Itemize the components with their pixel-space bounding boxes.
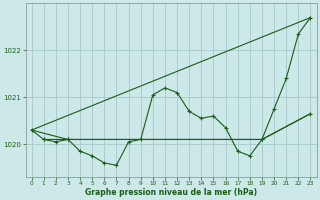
X-axis label: Graphe pression niveau de la mer (hPa): Graphe pression niveau de la mer (hPa) — [85, 188, 257, 197]
